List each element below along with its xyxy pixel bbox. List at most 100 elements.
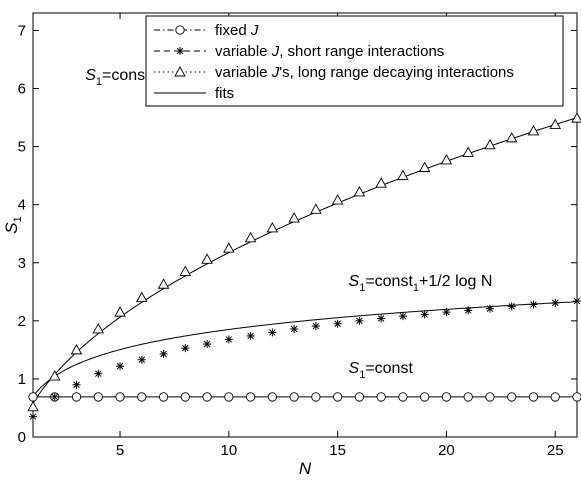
star-stroke bbox=[269, 329, 276, 336]
data-point-triangle bbox=[266, 221, 279, 233]
data-point-triangle bbox=[571, 112, 581, 123]
y-tick-label: 5 bbox=[18, 139, 26, 156]
data-point-star bbox=[398, 312, 407, 321]
data-point-star bbox=[116, 362, 125, 371]
fit-curves bbox=[32, 117, 578, 404]
legend-entry: fixed J bbox=[154, 22, 259, 39]
legend-label: fixed J bbox=[215, 22, 259, 39]
x-tick-label: 15 bbox=[329, 442, 346, 459]
data-point-star bbox=[551, 298, 560, 307]
data-point-triangle bbox=[48, 370, 61, 381]
y-axis-label-main: S bbox=[2, 222, 21, 234]
data-point-circle bbox=[441, 392, 452, 402]
data-point-star bbox=[355, 316, 364, 325]
legend-label-pre: variable bbox=[215, 43, 272, 60]
data-point-circle bbox=[485, 392, 495, 402]
data-point-triangle bbox=[331, 194, 344, 205]
star-stroke bbox=[334, 320, 341, 327]
annotation-part: =const bbox=[102, 67, 150, 84]
data-point-star bbox=[420, 310, 429, 319]
data-point-triangle bbox=[440, 154, 453, 165]
star-stroke bbox=[464, 307, 472, 314]
annotations: S1=const1+const2 N0.5S1=const1+1/2 log N… bbox=[85, 59, 492, 381]
fit-curve-sqrt bbox=[32, 117, 578, 404]
star-stroke bbox=[290, 325, 298, 333]
annotation-part: 1 bbox=[413, 282, 419, 294]
annotation-const: S1=const bbox=[349, 360, 414, 381]
legend-marker-circle bbox=[175, 25, 185, 35]
data-point-triangle bbox=[27, 400, 39, 412]
x-tick-label: 5 bbox=[116, 442, 124, 459]
data-point-circle bbox=[137, 392, 147, 402]
data-point-circle bbox=[507, 392, 517, 402]
legend-label-var: J bbox=[271, 43, 280, 60]
data-point-triangle bbox=[70, 343, 83, 355]
star-stroke bbox=[138, 356, 146, 363]
data-point-star bbox=[290, 324, 299, 333]
data-point-triangle bbox=[179, 265, 192, 276]
data-point-star bbox=[159, 349, 168, 358]
data-point-triangle bbox=[288, 212, 300, 223]
legend-label-post: , short range interactions bbox=[279, 43, 444, 60]
star-stroke bbox=[182, 344, 189, 352]
star-stroke bbox=[116, 362, 124, 370]
legend-label-pre: fits bbox=[215, 85, 234, 102]
star-stroke bbox=[203, 340, 211, 348]
star-stroke bbox=[552, 299, 559, 307]
data-point-triangle bbox=[92, 323, 105, 334]
star-stroke bbox=[312, 322, 320, 330]
annotation-part: =const bbox=[365, 360, 413, 377]
star-stroke bbox=[51, 393, 58, 401]
data-point-circle bbox=[71, 392, 82, 402]
data-point-circle bbox=[550, 392, 560, 402]
series-triangle bbox=[27, 112, 581, 412]
annotation-part: +1/2 log N bbox=[419, 273, 492, 290]
y-tick-label: 0 bbox=[18, 429, 26, 446]
star-stroke bbox=[399, 312, 407, 320]
legend-label: variable J, short range interactions bbox=[215, 43, 444, 60]
data-point-circle bbox=[398, 392, 408, 402]
data-point-circle bbox=[224, 392, 234, 402]
data-point-star bbox=[181, 344, 190, 353]
x-tick-label: 10 bbox=[220, 442, 237, 459]
star-stroke bbox=[247, 332, 254, 340]
data-point-circle bbox=[245, 392, 256, 402]
data-point-triangle bbox=[505, 131, 518, 143]
fit-curve-log bbox=[32, 301, 578, 397]
x-tick-label: 25 bbox=[547, 442, 564, 459]
series-star bbox=[29, 297, 581, 421]
legend-label-var: J bbox=[250, 22, 259, 39]
annotation-part: S bbox=[349, 273, 360, 290]
legend-label-post: 's, long range decaying interactions bbox=[279, 64, 514, 81]
data-series bbox=[27, 112, 581, 421]
data-point-circle bbox=[202, 392, 212, 402]
legend-label-pre: variable bbox=[215, 64, 272, 81]
data-point-circle bbox=[28, 392, 38, 402]
annotation-part: S bbox=[85, 67, 96, 84]
data-point-circle bbox=[376, 392, 386, 402]
legend-label-var: J bbox=[271, 64, 280, 81]
annotation-part: 1 bbox=[359, 282, 365, 294]
data-point-triangle bbox=[157, 278, 170, 289]
annotation-part: 1 bbox=[359, 369, 365, 381]
data-point-triangle bbox=[397, 169, 409, 181]
x-axis-label: N bbox=[299, 459, 312, 478]
data-point-star bbox=[485, 304, 494, 313]
data-point-circle bbox=[420, 392, 430, 402]
y-tick-label: 1 bbox=[18, 371, 26, 388]
data-point-triangle bbox=[310, 203, 322, 214]
data-point-star bbox=[573, 297, 581, 306]
star-stroke bbox=[508, 303, 515, 310]
x-tick-label: 20 bbox=[438, 442, 455, 459]
legend-label: variable J's, long range decaying intera… bbox=[215, 64, 514, 81]
star-stroke bbox=[160, 350, 167, 358]
star-stroke bbox=[356, 317, 363, 325]
data-point-triangle bbox=[201, 253, 213, 264]
data-point-circle bbox=[158, 392, 169, 402]
data-point-triangle bbox=[114, 306, 126, 317]
legend-entry: variable J, short range interactions bbox=[154, 43, 444, 60]
legend-marker-star bbox=[176, 47, 184, 55]
y-tick-label: 2 bbox=[18, 313, 26, 330]
